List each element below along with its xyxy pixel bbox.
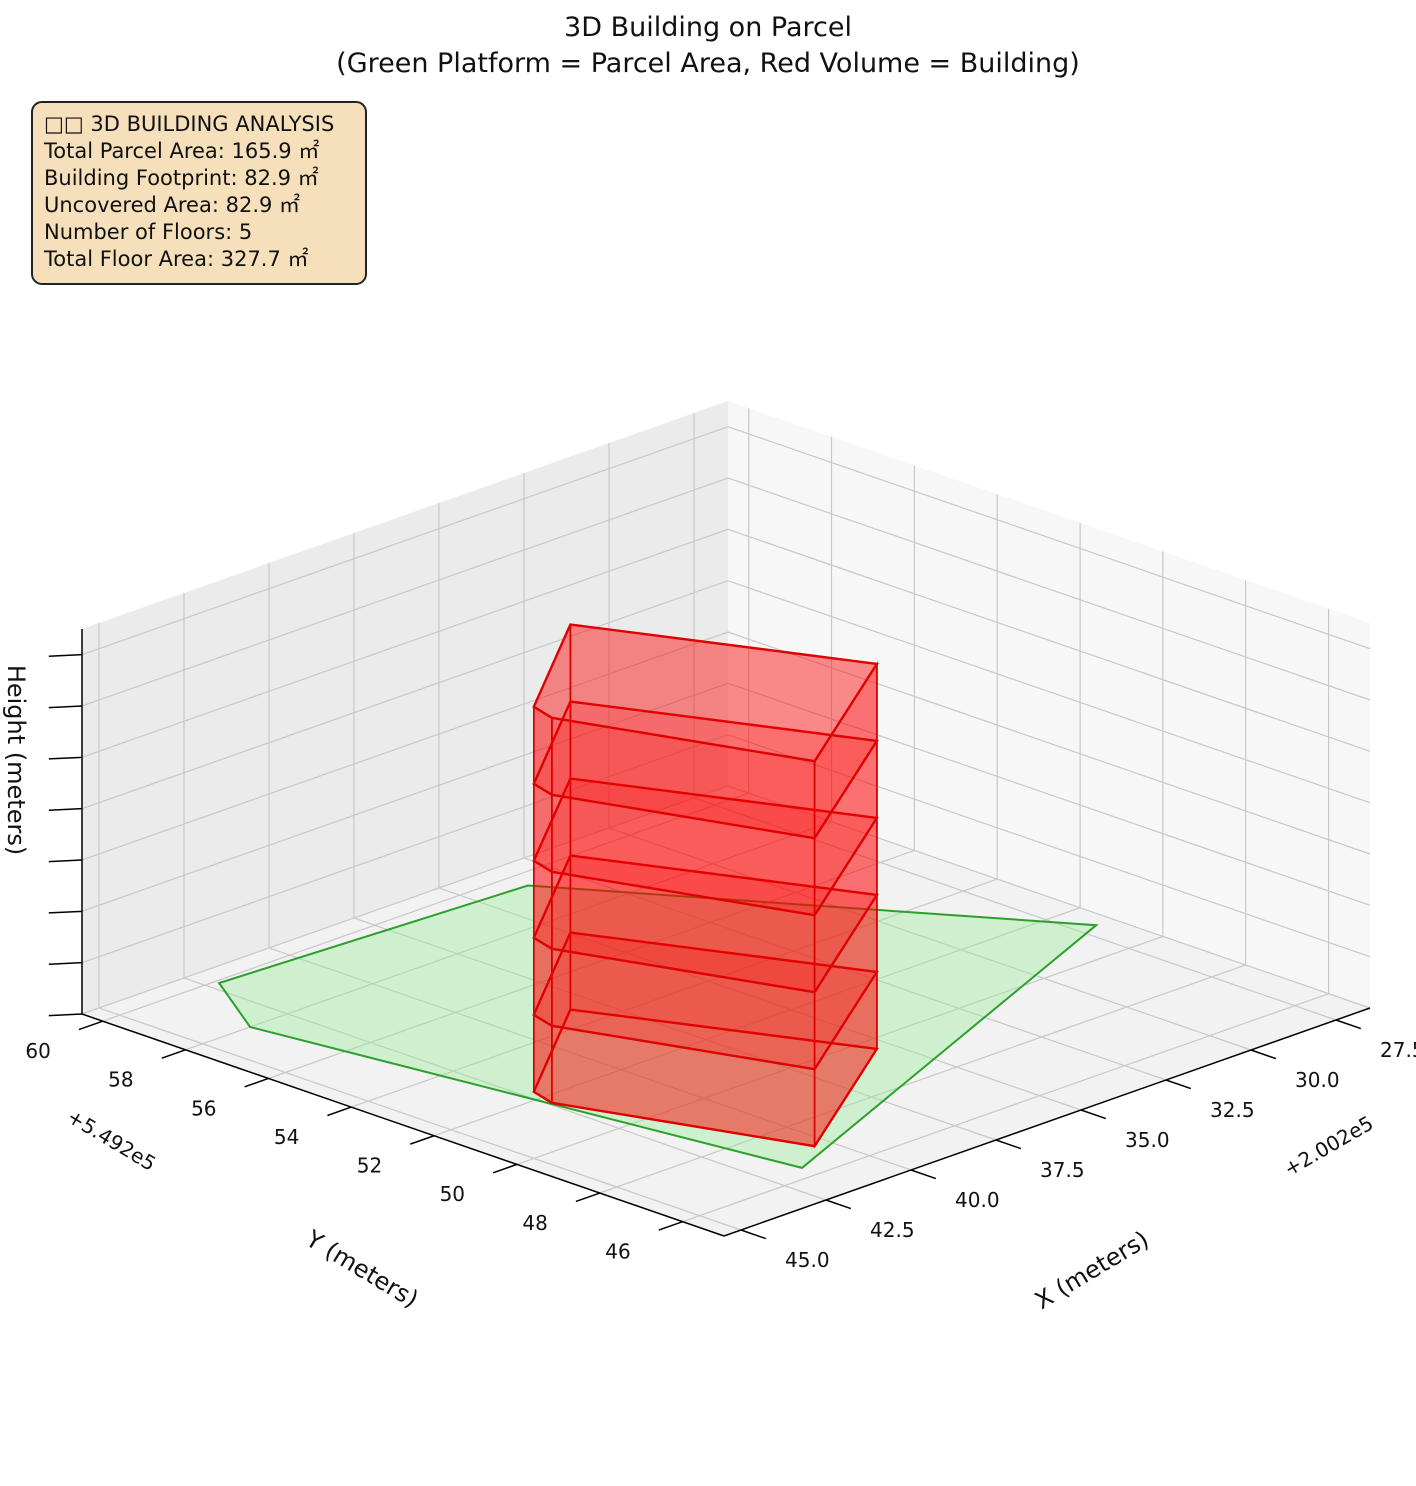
back-pane-x bbox=[728, 401, 1370, 1008]
y-tick bbox=[492, 1163, 518, 1174]
x-tick-label: 32.5 bbox=[1210, 1098, 1255, 1122]
y-tick-label: 50 bbox=[440, 1182, 465, 1206]
x-tick bbox=[1165, 1079, 1192, 1090]
building-floor-slab bbox=[532, 1008, 879, 1148]
building-floor-slab bbox=[532, 777, 879, 917]
x-axis-label: X (meters) bbox=[1030, 1225, 1154, 1315]
y-tick-label: 48 bbox=[522, 1211, 547, 1235]
gridline-z bbox=[81, 477, 1371, 707]
axis-panes bbox=[82, 401, 1370, 1236]
info-line-floor-area: Total Floor Area: 327.7 ㎡ bbox=[44, 247, 309, 271]
gridline-z bbox=[81, 785, 1371, 1015]
y-tick bbox=[658, 1220, 683, 1231]
x-tick bbox=[740, 1229, 767, 1240]
x-tick-label: 37.5 bbox=[1040, 1158, 1085, 1182]
x-tick bbox=[910, 1169, 937, 1180]
z-axis-label: Height (meters) bbox=[2, 665, 30, 855]
y-tick-label: 54 bbox=[274, 1125, 299, 1149]
z-tick bbox=[48, 961, 83, 966]
y-tick bbox=[78, 1020, 103, 1031]
info-line-footprint: Building Footprint: 82.9 ㎡ bbox=[44, 166, 319, 190]
building-floor-slab bbox=[532, 931, 879, 1071]
x-tick-label: 42.5 bbox=[870, 1218, 915, 1242]
x-tick-label: 40.0 bbox=[955, 1188, 1000, 1212]
y-tick-label: 60 bbox=[25, 1039, 50, 1063]
y-tick-label: 52 bbox=[357, 1154, 382, 1178]
chart-subtitle: (Green Platform = Parcel Area, Red Volum… bbox=[336, 48, 1080, 79]
y-tick bbox=[575, 1192, 600, 1203]
info-line-parcel-area: Total Parcel Area: 165.9 ㎡ bbox=[44, 139, 320, 163]
y-axis-label: Y (meters) bbox=[300, 1224, 423, 1313]
axis-lines bbox=[48, 629, 1371, 1240]
gridline-z bbox=[81, 580, 1371, 810]
x-tick bbox=[825, 1199, 852, 1210]
gridline-z bbox=[81, 528, 1371, 758]
x-tick-label: 35.0 bbox=[1125, 1128, 1170, 1152]
y-tick-label: 58 bbox=[108, 1068, 133, 1092]
y-axis-line bbox=[81, 1013, 725, 1237]
info-heading: □□ 3D BUILDING ANALYSIS bbox=[44, 112, 335, 136]
z-tick bbox=[48, 705, 83, 709]
z-tick bbox=[48, 807, 83, 812]
x-tick bbox=[995, 1139, 1022, 1150]
axis-grid bbox=[81, 408, 1371, 1231]
back-pane-y bbox=[82, 401, 728, 1014]
gridline-z bbox=[81, 631, 1371, 861]
z-tick bbox=[48, 653, 83, 658]
y-tick bbox=[244, 1077, 269, 1088]
x-tick bbox=[1250, 1049, 1277, 1060]
info-line-floors: Number of Floors: 5 bbox=[44, 220, 253, 244]
gridline-z bbox=[81, 734, 1371, 964]
y-tick-label: 46 bbox=[605, 1240, 630, 1264]
z-tick bbox=[48, 756, 83, 760]
floor-pane bbox=[82, 786, 1370, 1236]
data-polygons bbox=[217, 623, 1099, 1169]
building-floor-slab bbox=[532, 854, 879, 994]
gridline-z bbox=[81, 426, 1371, 656]
x-offset-label: +2.002e5 bbox=[1280, 1111, 1378, 1181]
analysis-info-box: □□ 3D BUILDING ANALYSIS Total Parcel Are… bbox=[31, 101, 367, 285]
building-floor-slab bbox=[532, 623, 879, 763]
x-tick bbox=[1080, 1109, 1107, 1120]
y-tick bbox=[410, 1135, 435, 1145]
x-tick-label: 30.0 bbox=[1295, 1068, 1340, 1092]
y-tick bbox=[161, 1049, 186, 1059]
z-tick bbox=[48, 910, 83, 914]
y-offset-label: +5.492e5 bbox=[63, 1104, 160, 1176]
z-tick bbox=[48, 1013, 83, 1017]
x-tick bbox=[1335, 1019, 1362, 1030]
z-tick bbox=[48, 859, 83, 863]
x-tick-label: 45.0 bbox=[785, 1248, 830, 1272]
building-floor-slab bbox=[532, 700, 879, 840]
y-tick bbox=[327, 1106, 352, 1117]
x-axis-line bbox=[723, 1007, 1371, 1237]
gridline-z bbox=[81, 682, 1371, 912]
chart-title: 3D Building on Parcel bbox=[564, 12, 852, 43]
x-tick-label: 27.5 bbox=[1380, 1038, 1416, 1062]
y-tick-label: 56 bbox=[191, 1096, 216, 1120]
info-line-uncovered: Uncovered Area: 82.9 ㎡ bbox=[44, 193, 301, 217]
